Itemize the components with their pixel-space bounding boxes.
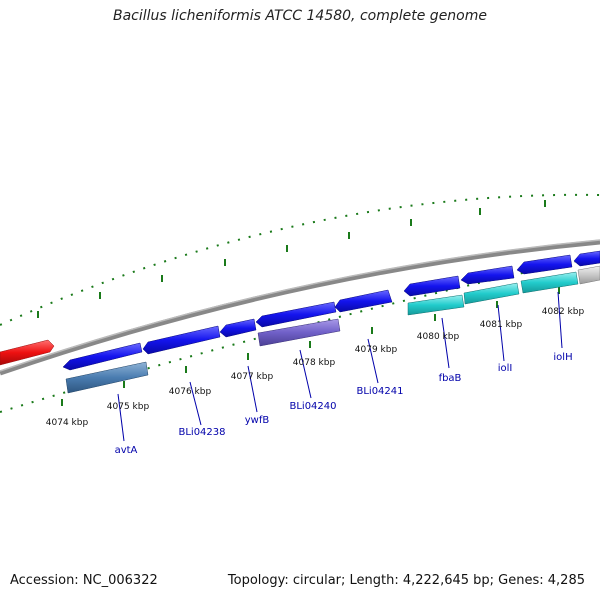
scale-label: 4078 kbp [293, 358, 336, 368]
cds-forward[interactable] [573, 250, 600, 267]
cds-forward[interactable] [334, 289, 393, 313]
cds-forward[interactable] [219, 318, 257, 338]
genome-stats-text: Topology: circular; Length: 4,222,645 bp… [227, 573, 585, 588]
feature-cyan[interactable] [407, 294, 465, 316]
cds-forward[interactable] [255, 301, 337, 328]
cds-forward[interactable] [516, 254, 573, 275]
feature-red[interactable] [0, 339, 55, 366]
scale-label: 4076 kbp [169, 387, 212, 397]
accession-text: Accession: NC_006322 [10, 573, 158, 588]
map-title: Bacillus licheniformis ATCC 14580, compl… [113, 8, 487, 24]
outer-tick-track [0, 193, 600, 326]
feature-steelblue[interactable] [65, 361, 149, 394]
gene-label-iolH[interactable]: iolH [553, 352, 572, 363]
gene-label-BLi04241[interactable]: BLi04241 [356, 386, 403, 397]
cds-forward[interactable] [403, 275, 461, 297]
scale-label: 4074 kbp [46, 418, 89, 428]
gene-label-iolI[interactable]: iolI [498, 363, 513, 374]
gene-label-avtA[interactable]: avtA [115, 445, 138, 456]
scale-label: 4079 kbp [355, 345, 398, 355]
scale-label: 4075 kbp [107, 402, 150, 412]
gene-label-BLi04240[interactable]: BLi04240 [289, 401, 336, 412]
cds-forward[interactable] [62, 342, 143, 371]
cds-forward[interactable] [142, 325, 221, 355]
gene-label-BLi04238[interactable]: BLi04238 [178, 427, 225, 438]
scale-label: 4082 kbp [542, 307, 585, 317]
feature-purple[interactable] [257, 318, 341, 347]
feature-gray[interactable] [577, 265, 600, 285]
feature-cyan[interactable] [520, 271, 579, 294]
gene-label-ywfB[interactable]: ywfB [245, 415, 270, 426]
scale-label: 4077 kbp [231, 372, 274, 382]
feature-cyan[interactable] [463, 282, 520, 305]
scale-label: 4081 kbp [480, 320, 523, 330]
gene-label-fbaB[interactable]: fbaB [439, 373, 462, 384]
genome-backbone [0, 239, 600, 376]
gene-leader-lines [117, 291, 563, 442]
scale-label: 4080 kbp [417, 332, 460, 342]
cds-forward[interactable] [460, 265, 515, 285]
major-ticks [37, 200, 560, 406]
